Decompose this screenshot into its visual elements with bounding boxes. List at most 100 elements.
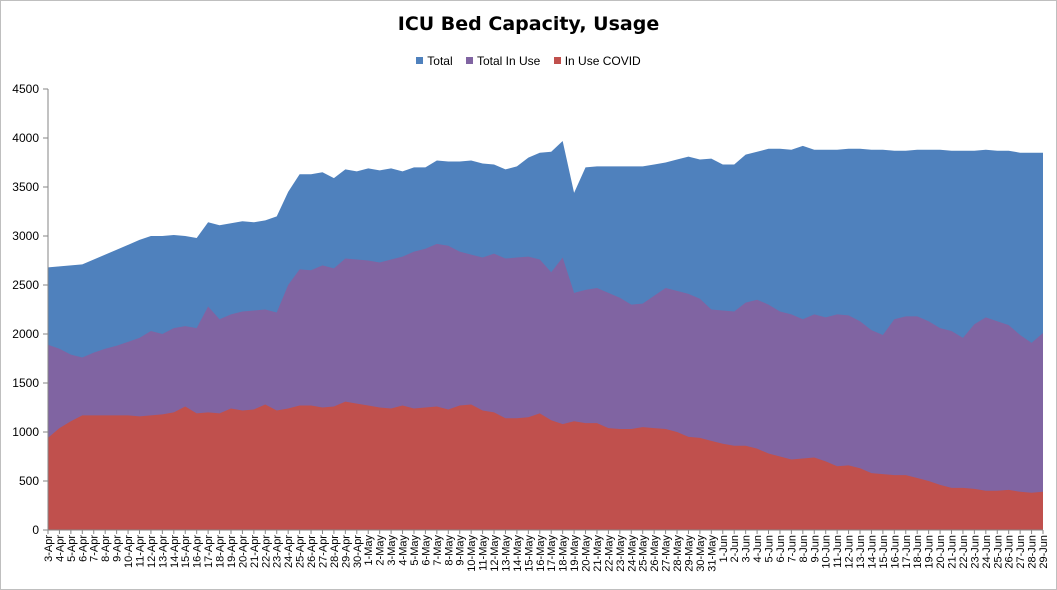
x-tick-label: 21-Jun xyxy=(947,535,959,569)
x-tick-label: 23-May xyxy=(615,535,627,572)
x-tick-label: 18-May xyxy=(558,535,570,572)
x-tick-label: 7-May xyxy=(432,535,444,566)
x-tick-label: 12-May xyxy=(489,535,501,572)
y-tick-label: 3000 xyxy=(12,229,39,243)
x-tick-labels: 3-Apr 4-Apr 5-Apr 6-Apr 7-Apr 8-Apr 9-Apr 10-Ap… xyxy=(43,535,1050,572)
legend-item-total-in-use: Total In Use xyxy=(465,54,541,68)
x-tick-label: 8-Apr xyxy=(100,535,112,562)
x-tick-label: 18-Jun xyxy=(912,535,924,569)
legend-swatch-total-in-use xyxy=(465,57,473,64)
x-tick-label: 2-May xyxy=(375,535,387,566)
x-tick-label: 21-Apr xyxy=(249,535,261,568)
x-tick-label: 20-Jun xyxy=(935,535,947,569)
x-tick-label: 22-Apr xyxy=(260,535,272,568)
x-tick-label: 22-Jun xyxy=(958,535,970,569)
x-tick-label: 14-May xyxy=(512,535,524,572)
x-tick-label: 30-May xyxy=(695,535,707,572)
y-tick-label: 0 xyxy=(32,523,39,537)
x-tick-label: 20-May xyxy=(581,535,593,572)
x-tick-label: 24-Jun xyxy=(981,535,993,569)
x-tick-label: 3-Jun xyxy=(741,535,753,563)
x-tick-label: 13-Apr xyxy=(157,535,169,568)
x-tick-label: 23-Jun xyxy=(969,535,981,569)
x-tick-label: 18-Apr xyxy=(215,535,227,568)
axes-group xyxy=(43,88,1044,534)
y-tick-label: 4000 xyxy=(12,131,39,145)
x-tick-label: 10-Jun xyxy=(821,535,833,569)
x-tick-label: 21-May xyxy=(592,535,604,572)
x-tick-label: 11-Apr xyxy=(134,535,146,568)
x-tick-label: 14-Jun xyxy=(866,535,878,569)
y-tick-label: 3500 xyxy=(12,180,39,194)
x-tick-label: 25-Jun xyxy=(992,535,1004,569)
x-tick-label: 28-May xyxy=(672,535,684,572)
x-tick-label: 17-May xyxy=(546,535,558,572)
x-tick-label: 9-Jun xyxy=(809,535,821,563)
x-tick-label: 11-Jun xyxy=(832,535,844,568)
x-tick-label: 10-May xyxy=(466,535,478,572)
x-tick-label: 25-Apr xyxy=(295,535,307,568)
x-tick-label: 9-Apr xyxy=(112,535,124,562)
x-tick-label: 19-May xyxy=(569,535,581,572)
x-tick-label: 15-Apr xyxy=(180,535,192,568)
chart-legend: Total Total In Use In Use COVID xyxy=(0,54,1057,68)
legend-label-total-in-use: Total In Use xyxy=(476,54,541,68)
x-tick-label: 8-Jun xyxy=(798,535,810,563)
chart-title: ICU Bed Capacity, Usage xyxy=(397,13,660,35)
x-tick-label: 1-May xyxy=(363,535,375,566)
x-tick-label: 20-Apr xyxy=(237,535,249,568)
y-tick-labels: 0 500 1000 1500 2000 2500 3000 3500 4000 4500 xyxy=(12,82,39,537)
y-tick-label: 1000 xyxy=(12,425,39,439)
x-tick-label: 15-May xyxy=(523,535,535,572)
legend-label-total: Total xyxy=(427,54,453,68)
x-tick-label: 8-May xyxy=(443,535,455,566)
x-tick-label: 6-Apr xyxy=(77,535,89,562)
x-tick-label: 1-Jun xyxy=(718,535,730,563)
x-tick-label: 30-Apr xyxy=(352,535,364,568)
x-tick-label: 29-Jun xyxy=(1038,535,1050,569)
x-tick-label: 31-May xyxy=(706,535,718,572)
x-tick-label: 23-Apr xyxy=(272,535,284,568)
y-tick-label: 1500 xyxy=(12,376,39,390)
x-tick-label: 28-Apr xyxy=(329,535,341,568)
x-tick-label: 5-Apr xyxy=(66,535,78,562)
legend-swatch-in-use-covid xyxy=(553,57,561,64)
x-tick-label: 5-May xyxy=(409,535,421,566)
x-tick-label: 4-Apr xyxy=(54,535,66,562)
x-tick-label: 7-Jun xyxy=(786,535,798,563)
x-tick-label: 25-May xyxy=(638,535,650,572)
x-tick-label: 17-Apr xyxy=(203,535,215,568)
x-tick-label: 2-Jun xyxy=(729,535,741,563)
x-tick-label: 4-May xyxy=(398,535,410,566)
x-tick-label: 27-May xyxy=(661,535,673,572)
x-tick-label: 6-Jun xyxy=(775,535,787,563)
x-tick-label: 22-May xyxy=(603,535,615,572)
x-tick-label: 4-Jun xyxy=(752,535,764,563)
x-tick-label: 26-May xyxy=(649,535,661,572)
y-tick-label: 2500 xyxy=(12,278,39,292)
x-tick-label: 28-Jun xyxy=(1027,535,1039,569)
legend-item-in-use-covid: In Use COVID xyxy=(553,54,641,68)
x-tick-label: 12-Apr xyxy=(146,535,158,568)
y-tick-label: 500 xyxy=(19,474,39,488)
x-tick-label: 12-Jun xyxy=(844,535,856,569)
x-tick-label: 3-Apr xyxy=(43,535,55,562)
x-tick-label: 16-May xyxy=(535,535,547,572)
x-tick-label: 16-Jun xyxy=(889,535,901,569)
x-tick-label: 24-May xyxy=(626,535,638,572)
area-in-use-covid xyxy=(48,401,1043,530)
legend-item-total: Total xyxy=(416,54,453,68)
x-tick-label: 15-Jun xyxy=(878,535,890,569)
x-tick-label: 10-Apr xyxy=(123,535,135,568)
x-tick-label: 19-Apr xyxy=(226,535,238,568)
legend-swatch-total xyxy=(416,57,424,64)
x-tick-label: 16-Apr xyxy=(192,535,204,568)
area-series-group xyxy=(48,140,1043,530)
y-tick-label: 2000 xyxy=(12,327,39,341)
x-tick-label: 24-Apr xyxy=(283,535,295,568)
legend-label-in-use-covid: In Use COVID xyxy=(564,54,641,68)
x-tick-label: 11-May xyxy=(478,535,490,571)
x-tick-label: 14-Apr xyxy=(169,535,181,568)
x-tick-label: 6-May xyxy=(420,535,432,566)
